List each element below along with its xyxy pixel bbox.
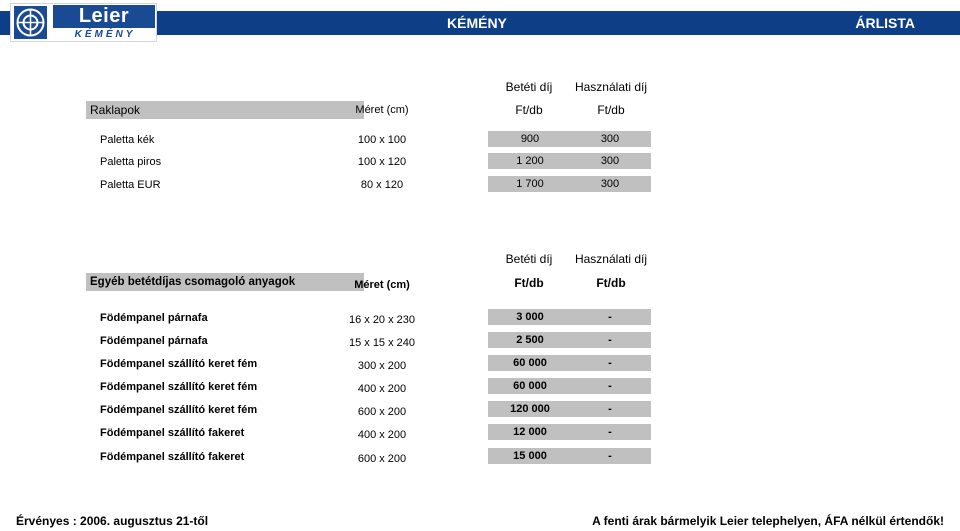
item-size: 100 x 120 <box>357 156 407 168</box>
usage-value: - <box>608 311 612 323</box>
item-name: Paletta piros <box>100 156 162 168</box>
deposit-header: Betéti díj <box>505 252 553 266</box>
deposit-value: 15 000 <box>513 450 547 462</box>
price-cells: 60 000 - <box>488 355 651 371</box>
deposit-value: 900 <box>520 133 540 145</box>
price-cells: 15 000 - <box>488 448 651 464</box>
deposit-value: 2 500 <box>516 334 544 346</box>
item-size: 100 x 100 <box>357 134 407 146</box>
item-name: Paletta kék <box>100 134 155 146</box>
price-cells: 60 000 - <box>488 378 651 394</box>
logo-subtext: KÉMÉNY <box>74 29 136 40</box>
deposit-value: 120 000 <box>510 403 550 415</box>
deposit-value: 60 000 <box>513 357 547 369</box>
usage-value: - <box>608 334 612 346</box>
price-cells: 2 500 - <box>488 332 651 348</box>
usage-unit: Ft/db <box>597 103 625 117</box>
item-name: Paletta EUR <box>100 179 161 191</box>
deposit-value: 3 000 <box>516 311 544 323</box>
usage-value: 300 <box>600 155 620 167</box>
item-name: Födémpanel párnafa <box>100 312 208 324</box>
item-name: Födémpanel szállító keret fém <box>100 404 258 416</box>
item-name: Födémpanel szállító keret fém <box>100 358 258 370</box>
item-size: 600 x 200 <box>357 453 407 465</box>
logo-emblem-icon <box>14 6 47 39</box>
item-size: 16 x 20 x 230 <box>348 314 416 326</box>
item-size: 300 x 200 <box>357 360 407 372</box>
usage-value: 300 <box>600 133 620 145</box>
item-name: Födémpanel szállító fakeret <box>100 451 245 463</box>
page-title: KÉMÉNY <box>447 15 507 31</box>
price-cells: 900 300 <box>488 131 651 147</box>
logo-text: Leier <box>53 5 155 28</box>
usage-value: 300 <box>600 178 620 190</box>
usage-header: Használati díj <box>574 80 648 94</box>
deposit-value: 60 000 <box>513 380 547 392</box>
usage-value: - <box>608 450 612 462</box>
usage-unit: Ft/db <box>596 276 626 290</box>
item-name: Födémpanel szállító fakeret <box>100 427 245 439</box>
price-cells: 120 000 - <box>488 401 651 417</box>
deposit-unit: Ft/db <box>515 103 543 117</box>
deposit-header: Betéti díj <box>505 80 553 94</box>
item-size: 400 x 200 <box>357 429 407 441</box>
item-size: 80 x 120 <box>360 179 404 191</box>
validity-note: Érvényes : 2006. augusztus 21-től <box>16 514 209 528</box>
item-name: Födémpanel szállító keret fém <box>100 381 258 393</box>
usage-header: Használati díj <box>574 252 648 266</box>
item-name: Födémpanel párnafa <box>100 335 208 347</box>
deposit-value: 12 000 <box>513 426 547 438</box>
price-cells: 3 000 - <box>488 309 651 325</box>
leier-logo: Leier KÉMÉNY <box>10 3 157 42</box>
deposit-unit: Ft/db <box>514 276 544 290</box>
item-size: 400 x 200 <box>357 383 407 395</box>
section-title-packaging: Egyéb betétdíjas csomagoló anyagok <box>86 273 364 291</box>
vat-note: A fenti árak bármelyik Leier telephelyen… <box>592 514 944 528</box>
price-cells: 12 000 - <box>488 424 651 440</box>
deposit-value: 1 200 <box>516 155 544 167</box>
item-size: 600 x 200 <box>357 406 407 418</box>
usage-value: - <box>608 426 612 438</box>
price-cells: 1 700 300 <box>488 176 651 192</box>
price-list-title: ÁRLISTA <box>855 15 915 31</box>
header-bar <box>0 11 960 35</box>
price-cells: 1 200 300 <box>488 153 651 169</box>
usage-value: - <box>608 380 612 392</box>
section-title-pallets: Raklapok <box>86 101 364 119</box>
usage-value: - <box>608 403 612 415</box>
usage-value: - <box>608 357 612 369</box>
deposit-value: 1 700 <box>516 178 544 190</box>
size-header: Méret (cm) <box>354 279 410 291</box>
item-size: 15 x 15 x 240 <box>348 337 416 349</box>
size-header: Méret (cm) <box>355 104 409 116</box>
